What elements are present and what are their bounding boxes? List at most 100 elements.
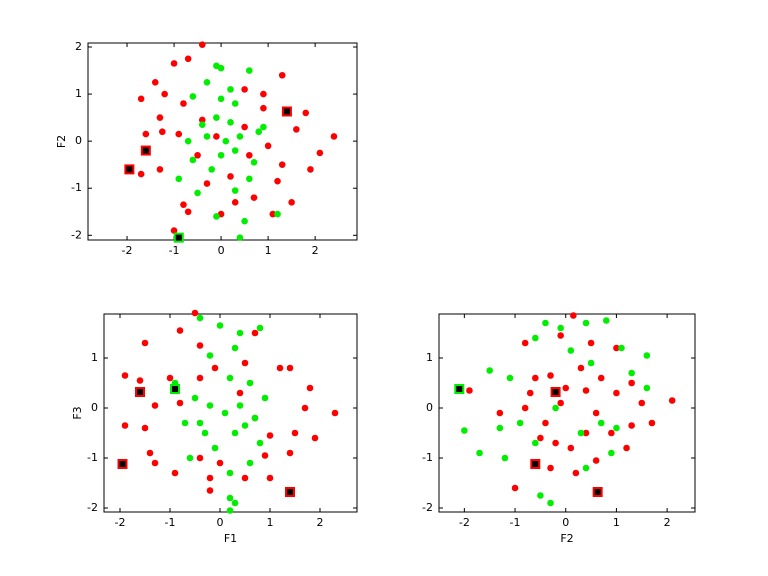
data-point	[250, 159, 258, 166]
data-point	[552, 439, 559, 447]
data-point	[176, 399, 184, 407]
data-point	[136, 377, 144, 384]
data-point	[557, 332, 564, 339]
panel: -2 -1 0 1 2 -2 -1 0 1 F1 F3	[71, 309, 358, 545]
data-point	[613, 424, 620, 432]
data-point	[184, 137, 192, 145]
data-point	[198, 121, 206, 128]
data-point	[226, 494, 234, 502]
data-point	[278, 71, 286, 79]
data-point	[231, 344, 239, 352]
data-point	[306, 384, 314, 392]
data-point	[261, 394, 269, 402]
data-point	[562, 384, 570, 392]
highlight-point	[454, 384, 465, 394]
data-point	[241, 86, 248, 93]
data-point	[643, 384, 651, 392]
y-tick-label: 2	[75, 40, 82, 53]
data-point	[216, 459, 224, 467]
x-tick-label: 1	[265, 244, 272, 257]
data-point	[161, 90, 168, 98]
data-point	[181, 419, 189, 427]
data-point	[246, 175, 253, 183]
data-point	[638, 399, 646, 407]
data-point	[628, 379, 635, 387]
data-point	[170, 60, 178, 67]
data-point	[217, 151, 225, 159]
highlight-point	[550, 387, 561, 397]
y-tick-label: -2	[422, 501, 433, 514]
highlight-point	[170, 384, 180, 394]
data-point	[196, 419, 204, 427]
data-point	[191, 309, 199, 317]
panel: -2 -1 0 1 2 -2 -1 0 1 2 F2	[55, 40, 358, 257]
data-point	[151, 459, 159, 467]
data-point	[542, 319, 549, 327]
data-point	[216, 322, 224, 329]
data-point	[532, 374, 539, 382]
y-tick-label: -2	[87, 501, 98, 514]
data-point	[476, 449, 483, 457]
data-point	[213, 114, 220, 121]
data-point	[587, 339, 595, 347]
data-point	[231, 187, 239, 194]
highlight-point	[135, 387, 145, 397]
data-point	[486, 367, 493, 374]
data-point	[231, 429, 239, 437]
data-point	[206, 474, 214, 482]
data-point	[141, 339, 149, 347]
data-point	[587, 359, 595, 367]
data-point	[597, 374, 605, 382]
y-tick-label: 1	[75, 87, 82, 100]
data-point	[547, 372, 554, 379]
data-point	[255, 128, 263, 136]
data-point	[266, 474, 274, 482]
data-point	[276, 364, 284, 372]
data-point	[251, 414, 259, 422]
y-tick-label: -1	[422, 451, 433, 464]
data-point	[227, 173, 234, 180]
data-point	[250, 194, 258, 201]
x-tick-label: 2	[312, 244, 319, 257]
data-point	[236, 389, 244, 397]
data-point	[226, 507, 234, 514]
data-point	[203, 180, 211, 187]
data-point	[302, 109, 310, 117]
data-point	[241, 359, 249, 367]
data-point	[241, 422, 249, 429]
data-point	[668, 397, 676, 404]
data-point	[246, 151, 253, 159]
data-point	[293, 126, 300, 133]
data-point	[175, 175, 183, 183]
data-point	[260, 104, 267, 112]
data-point	[170, 227, 178, 234]
data-point	[203, 133, 211, 140]
data-point	[260, 90, 267, 98]
data-point	[175, 130, 183, 138]
data-point	[496, 424, 504, 432]
data-point	[526, 389, 534, 397]
data-point	[206, 402, 214, 409]
data-point	[186, 454, 194, 462]
data-point	[274, 177, 281, 185]
y-tick-label: 0	[75, 134, 82, 147]
data-point	[286, 449, 294, 457]
x-tick-label: 2	[664, 516, 671, 529]
x-tick-label: 1	[267, 516, 274, 529]
data-point	[121, 422, 129, 429]
data-point	[166, 374, 174, 382]
plot-area	[87, 42, 358, 241]
data-point	[537, 492, 544, 499]
data-point	[532, 334, 539, 342]
data-point	[231, 499, 239, 507]
data-point	[211, 364, 219, 372]
data-point	[241, 123, 248, 131]
data-point	[301, 404, 309, 412]
data-point	[592, 409, 600, 417]
data-point	[137, 170, 145, 178]
data-point	[466, 387, 473, 394]
x-tick-label: 2	[317, 516, 324, 529]
y-tick-label: -2	[71, 228, 82, 241]
x-tick-label: 0	[217, 516, 224, 529]
data-point	[141, 424, 149, 432]
